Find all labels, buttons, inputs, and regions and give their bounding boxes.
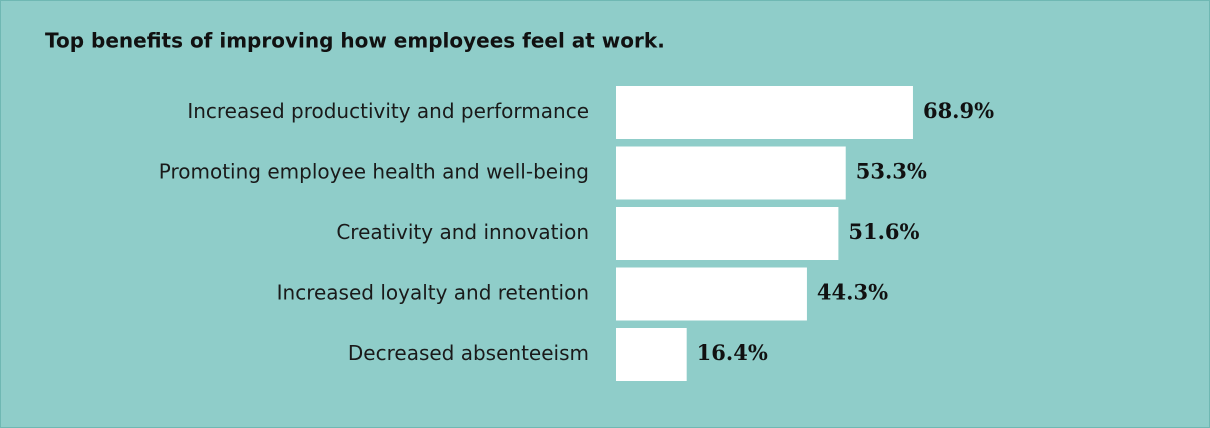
bar xyxy=(616,146,846,200)
chart-title: Top benefits of improving how employees … xyxy=(45,29,665,53)
value-label: 68.9% xyxy=(923,98,994,123)
category-label: Decreased absenteeism xyxy=(348,341,589,365)
category-label: Increased productivity and performance xyxy=(187,99,589,123)
category-label: Promoting employee health and well-being xyxy=(159,160,589,184)
bar xyxy=(616,207,839,260)
value-label: 51.6% xyxy=(848,219,919,244)
category-label: Increased loyalty and retention xyxy=(277,281,589,305)
value-label: 53.3% xyxy=(856,159,927,184)
value-label: 16.4% xyxy=(697,340,768,365)
bar xyxy=(616,328,687,381)
bar xyxy=(616,267,807,321)
bar xyxy=(616,86,913,139)
category-label: Creativity and innovation xyxy=(336,220,589,244)
value-label: 44.3% xyxy=(817,280,888,305)
